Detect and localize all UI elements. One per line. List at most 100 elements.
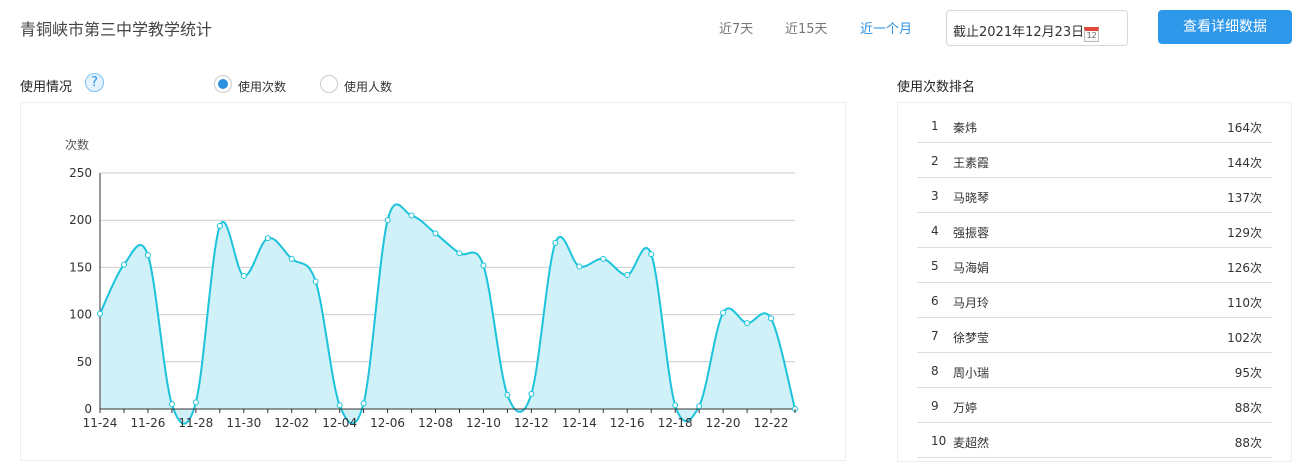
x-tick-label: 12-12 [514, 416, 549, 430]
usage-count: 137次 [1227, 191, 1262, 205]
x-tick-label: 11-24 [83, 416, 118, 430]
range-7-days[interactable]: 近7天 [719, 22, 754, 37]
rank-number: 8 [931, 364, 939, 378]
range-1-month[interactable]: 近一个月 [860, 22, 913, 37]
view-details-button[interactable]: 查看详细数据 [1158, 10, 1292, 44]
rank-number: 7 [931, 329, 939, 343]
teacher-name: 万婷 [953, 401, 978, 415]
area-fill [100, 204, 795, 424]
data-point [384, 217, 391, 224]
radio-user-count-label[interactable]: 使用人数 [344, 80, 393, 94]
chart-panel [20, 102, 846, 461]
y-axis-title: 次数 [65, 137, 89, 152]
usage-count: 129次 [1227, 226, 1262, 240]
usage-title: 使用情况 [20, 80, 73, 95]
data-point [552, 239, 559, 246]
page-title: 青铜峡市第三中学教学统计 [20, 20, 213, 39]
x-tick-label: 12-14 [562, 416, 597, 430]
data-point [360, 400, 367, 407]
data-point [288, 255, 295, 262]
rank-number: 4 [931, 224, 939, 238]
data-point [504, 391, 511, 398]
ranking-row: 1 秦炜 164次 [917, 108, 1272, 143]
y-tick-label: 0 [84, 402, 92, 416]
ranking-row: 6 马月玲 110次 [917, 283, 1272, 318]
radio-user-count[interactable] [320, 75, 338, 93]
x-tick-label: 12-08 [418, 416, 453, 430]
data-point [720, 309, 727, 316]
usage-count: 88次 [1234, 401, 1262, 415]
teacher-name: 麦超然 [953, 436, 990, 450]
x-tick-label: 12-18 [658, 416, 693, 430]
ranking-row: 10 麦超然 88次 [917, 423, 1272, 458]
usage-chart: 次数 0 50 100 150 200 250 11-24 11-26 11-28 11-30 12… [65, 137, 798, 430]
x-tick-label: 12-22 [754, 416, 789, 430]
ranking-row: 7 徐梦莹 102次 [917, 318, 1272, 353]
data-point [192, 399, 199, 406]
ranking-row: 2 王素霞 144次 [917, 143, 1272, 178]
data-point [768, 315, 775, 322]
data-point [624, 271, 631, 278]
y-tick-label: 250 [69, 166, 92, 180]
teacher-name: 马月玲 [953, 296, 990, 310]
data-point [120, 261, 127, 268]
rank-number: 6 [931, 294, 939, 308]
radio-usage-count-label[interactable]: 使用次数 [238, 80, 287, 94]
rank-number: 2 [931, 154, 939, 168]
teacher-name: 周小瑞 [953, 366, 990, 380]
x-tick-label: 11-28 [178, 416, 213, 430]
data-point [672, 402, 679, 409]
ranking-panel [897, 102, 1292, 462]
teacher-name: 马海娟 [953, 261, 990, 275]
data-point [576, 263, 583, 270]
date-picker[interactable]: 截止2021年12月23日 12 [946, 10, 1128, 46]
teacher-name: 徐梦莹 [953, 331, 990, 345]
x-tick-label: 12-16 [610, 416, 645, 430]
usage-count: 102次 [1227, 331, 1262, 345]
data-point [744, 320, 751, 327]
data-point [312, 278, 319, 285]
radio-usage-count[interactable] [214, 75, 232, 93]
ranking-title: 使用次数排名 [897, 80, 976, 95]
x-tick-label: 11-26 [130, 416, 165, 430]
data-point [408, 212, 415, 219]
x-tick-label: 12-06 [370, 416, 405, 430]
data-point [264, 235, 271, 242]
rank-number: 9 [931, 399, 939, 413]
teacher-name: 强振蓉 [953, 226, 990, 240]
usage-count: 110次 [1227, 296, 1262, 310]
calendar-icon[interactable]: 12 [1084, 27, 1100, 42]
usage-count: 88次 [1234, 436, 1262, 450]
usage-count: 95次 [1234, 366, 1262, 380]
rank-number: 10 [931, 434, 947, 448]
ranking-row: 4 强振蓉 129次 [917, 213, 1272, 248]
data-point [336, 402, 343, 409]
data-point [168, 401, 175, 408]
usage-count: 144次 [1227, 156, 1262, 170]
y-tick-label: 100 [69, 308, 92, 322]
teacher-name: 马晓琴 [953, 191, 990, 205]
data-point [480, 262, 487, 269]
data-point [648, 251, 655, 258]
data-point [456, 250, 463, 257]
data-point [600, 255, 607, 262]
y-tick-label: 50 [77, 355, 92, 369]
data-point [97, 310, 103, 317]
data-point [528, 390, 535, 397]
x-tick-label: 12-20 [706, 416, 741, 430]
range-15-days[interactable]: 近15天 [785, 22, 828, 37]
y-tick-label: 150 [69, 260, 92, 274]
x-tick-label: 12-10 [466, 416, 501, 430]
teacher-name: 王素霞 [953, 156, 990, 170]
rank-number: 3 [931, 189, 939, 203]
data-point [144, 252, 151, 259]
ranking-row: 9 万婷 88次 [917, 388, 1272, 423]
y-tick-label: 200 [69, 213, 92, 227]
x-tick-label: 12-02 [274, 416, 309, 430]
date-value: 截止2021年12月23日 [953, 25, 1085, 40]
data-point [240, 272, 247, 279]
x-tick-label: 12-04 [322, 416, 357, 430]
data-point [432, 230, 439, 237]
teacher-name: 秦炜 [953, 121, 978, 135]
help-icon[interactable]: ? [85, 73, 104, 92]
